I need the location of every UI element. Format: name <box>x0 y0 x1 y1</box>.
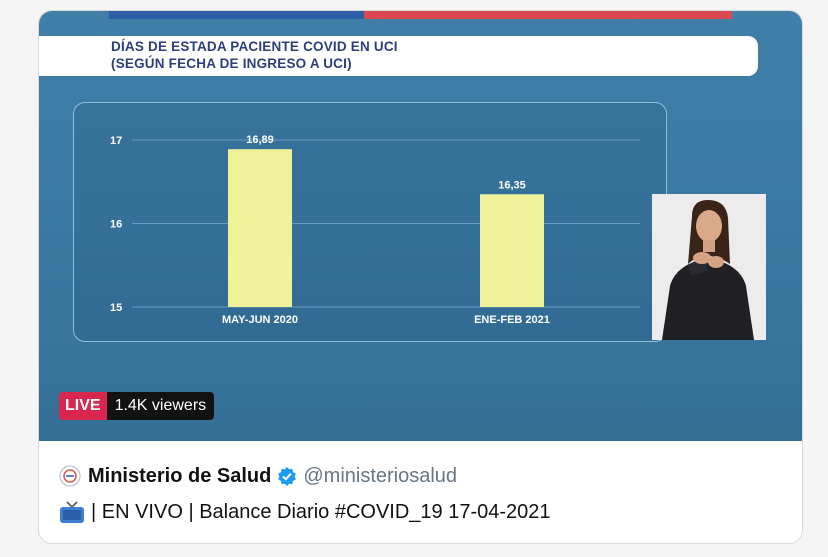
tweet-footer: Ministerio de Salud @ministeriosalud | E… <box>39 441 802 543</box>
sign-language-interpreter <box>652 194 766 340</box>
live-label: LIVE <box>59 392 107 420</box>
account-name[interactable]: Ministerio de Salud <box>88 464 272 487</box>
bar-chart: 15 16 17 16,89 MAY-JUN 2020 16,35 ENE-FEB 2021 <box>110 134 640 326</box>
verified-badge-icon <box>278 467 297 486</box>
x-tick-label: ENE-FEB 2021 <box>474 314 550 326</box>
chart-title: DÍAS DE ESTADA PACIENTE COVID EN UCI <box>111 39 398 54</box>
top-stripe-red <box>364 11 732 19</box>
x-tick-label: MAY-JUN 2020 <box>222 314 298 326</box>
bar <box>228 149 292 307</box>
data-label: 16,35 <box>498 179 526 191</box>
account-row[interactable]: Ministerio de Salud @ministeriosalud <box>59 464 457 488</box>
tweet-text: | EN VIVO | Balance Diario #COVID_19 17-… <box>91 500 551 523</box>
live-video[interactable]: DÍAS DE ESTADA PACIENTE COVID EN UCI (SE… <box>39 11 802 441</box>
chart-title-box: DÍAS DE ESTADA PACIENTE COVID EN UCI (SE… <box>39 36 758 76</box>
chart-panel: 15 16 17 16,89 MAY-JUN 2020 16,35 ENE-FEB 2021 <box>73 102 667 342</box>
y-tick-label: 17 <box>110 135 122 147</box>
top-stripe-blue <box>109 11 364 19</box>
data-label: 16,89 <box>246 134 274 146</box>
ministry-logo-icon[interactable] <box>59 465 81 487</box>
bar <box>480 194 544 307</box>
y-tick-label: 16 <box>110 219 122 231</box>
tv-icon <box>60 501 84 523</box>
y-tick-label: 15 <box>110 302 122 314</box>
tweet-row: | EN VIVO | Balance Diario #COVID_19 17-… <box>59 498 551 526</box>
account-handle[interactable]: @ministeriosalud <box>303 464 458 487</box>
chart-subtitle: (SEGÚN FECHA DE INGRESO A UCI) <box>111 56 352 71</box>
live-badge: LIVE 1.4K viewers <box>59 392 215 420</box>
viewer-count: 1.4K viewers <box>106 392 215 420</box>
tweet-card[interactable]: DÍAS DE ESTADA PACIENTE COVID EN UCI (SE… <box>38 10 803 544</box>
